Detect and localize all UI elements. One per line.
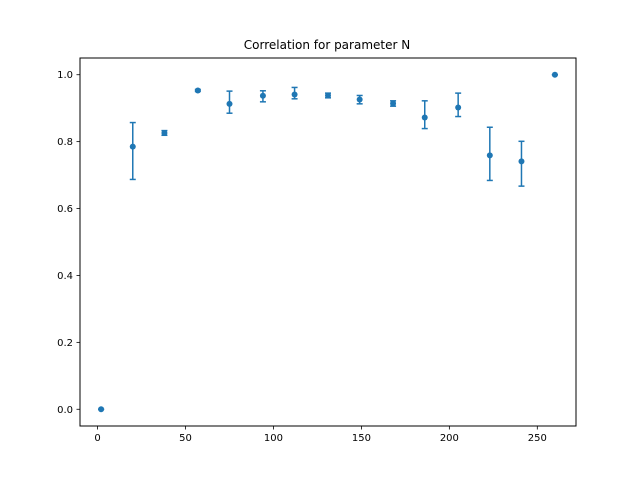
chart-title: Correlation for parameter N xyxy=(244,38,410,52)
data-marks xyxy=(98,71,558,413)
y-tick-label: 0.0 xyxy=(57,405,73,416)
y-tick-label: 0.2 xyxy=(57,338,73,349)
y-tick-label: 1.0 xyxy=(57,70,73,81)
data-point xyxy=(161,129,168,136)
data-point xyxy=(421,114,428,121)
axes: 0 50 100 150 200 250 0.0 0.2 0.4 0.6 0.8 1.0 xyxy=(57,70,547,444)
data-point xyxy=(356,96,363,103)
x-tick-label: 50 xyxy=(179,433,192,444)
data-point xyxy=(325,92,331,99)
data-point xyxy=(455,104,462,111)
data-point xyxy=(226,100,233,107)
y-tick-label: 0.8 xyxy=(57,137,73,148)
x-tick-label: 100 xyxy=(264,433,283,444)
x-tick-label: 150 xyxy=(352,433,371,444)
data-point xyxy=(129,143,136,150)
x-tick-label: 200 xyxy=(440,433,459,444)
data-point xyxy=(194,87,201,94)
data-point xyxy=(291,91,298,98)
data-point xyxy=(551,71,558,78)
y-tick-label: 0.6 xyxy=(57,204,73,215)
x-tick-label: 0 xyxy=(94,433,100,444)
data-point xyxy=(98,406,105,413)
y-tick-label: 0.4 xyxy=(57,271,73,282)
data-point xyxy=(518,158,525,165)
data-point xyxy=(486,152,493,159)
plot-frame xyxy=(79,57,577,427)
data-point xyxy=(390,100,397,107)
x-tick-label: 250 xyxy=(528,433,547,444)
data-point xyxy=(259,92,266,99)
